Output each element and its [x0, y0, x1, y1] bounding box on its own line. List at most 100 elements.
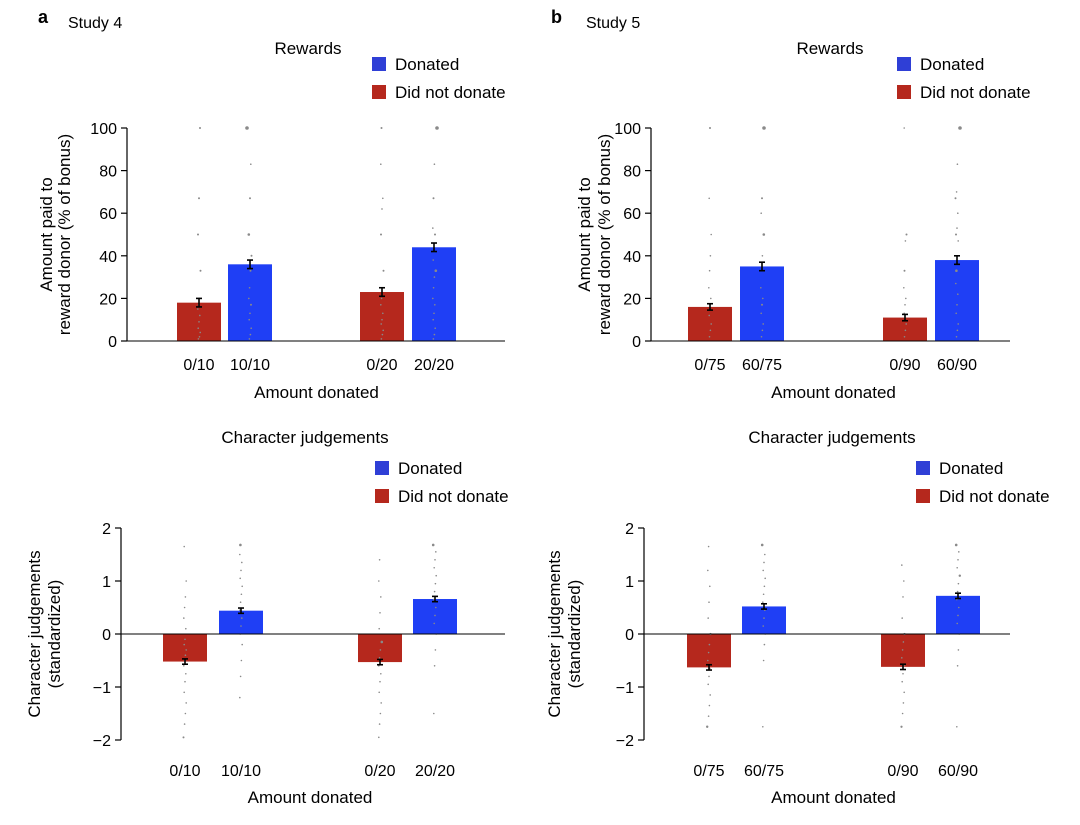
data-point: [199, 314, 201, 317]
data-point: [708, 704, 711, 707]
y-tick-label: −2: [93, 733, 111, 750]
x-tick-label: 0/75: [694, 357, 725, 374]
x-axis-label: Amount donated: [771, 383, 896, 402]
data-point: [435, 606, 437, 609]
chart-title-rewards-a: Rewards: [274, 39, 341, 58]
data-point: [250, 327, 252, 330]
data-point: [762, 323, 764, 325]
data-point: [183, 617, 185, 619]
data-point: [956, 665, 959, 667]
y-tick-label: 20: [623, 291, 641, 308]
data-point: [709, 585, 711, 588]
data-point: [433, 163, 436, 166]
data-point: [956, 163, 959, 166]
data-point: [434, 559, 436, 561]
y-axis-label: Character judgements: [25, 550, 44, 717]
data-point: [432, 297, 434, 300]
data-point: [435, 126, 439, 130]
y-tick-label: 2: [625, 521, 634, 538]
data-point: [431, 543, 435, 547]
data-point: [901, 657, 903, 659]
data-point: [903, 269, 906, 272]
y-axis-label: Amount paid to: [37, 177, 56, 291]
data-point: [955, 233, 957, 236]
data-point: [245, 126, 249, 130]
data-point: [707, 715, 710, 717]
x-tick-label: 10/10: [230, 357, 270, 374]
y-axis-label: reward donor (% of bonus): [595, 134, 614, 335]
data-point: [379, 680, 381, 683]
data-point: [434, 233, 436, 236]
data-point: [381, 208, 383, 210]
data-point: [434, 269, 438, 273]
data-point: [248, 318, 250, 321]
data-point: [381, 333, 384, 336]
data-point: [380, 297, 383, 300]
legend-character-a: Donated Did not donate: [375, 459, 509, 506]
data-point: [433, 333, 436, 336]
x-axis-label: Amount donated: [248, 788, 373, 807]
data-point: [185, 627, 187, 630]
data-point: [434, 303, 436, 306]
bar-20-20: [412, 247, 456, 341]
data-point: [761, 197, 763, 200]
data-point: [764, 577, 766, 580]
legend-swatch-donated: [375, 461, 389, 475]
x-tick-label: 60/90: [938, 763, 978, 780]
legend-label-did-not-donate: Did not donate: [398, 487, 509, 506]
data-point: [901, 712, 904, 715]
y-tick-label: 100: [614, 121, 641, 138]
data-point: [380, 127, 383, 129]
data-point: [378, 723, 381, 725]
data-point: [434, 649, 437, 651]
data-point: [433, 566, 436, 569]
data-point: [901, 680, 903, 683]
data-point: [432, 259, 435, 261]
data-point: [380, 303, 382, 306]
data-point: [764, 553, 766, 556]
data-point: [903, 286, 905, 289]
panel-letter-b: b: [551, 7, 562, 27]
data-point: [707, 683, 709, 686]
data-point: [433, 312, 435, 315]
data-point: [708, 269, 711, 272]
data-point: [706, 725, 709, 728]
data-point: [382, 312, 384, 315]
data-point: [901, 617, 903, 619]
data-point: [183, 545, 185, 548]
data-point: [248, 286, 251, 289]
data-point: [379, 712, 382, 715]
data-point: [239, 577, 241, 580]
legend-label-donated: Donated: [398, 459, 462, 478]
legend-label-donated: Donated: [939, 459, 1003, 478]
data-point: [957, 582, 960, 585]
data-point: [760, 335, 763, 338]
data-point: [379, 649, 382, 651]
data-point: [902, 596, 904, 598]
data-point: [250, 163, 252, 166]
y-tick-label: 60: [623, 206, 641, 223]
y-tick-label: 1: [102, 574, 111, 591]
data-point: [433, 712, 435, 715]
data-point: [378, 580, 380, 582]
study-label-a: Study 4: [68, 15, 122, 32]
data-point: [708, 335, 711, 338]
bar-60-90: [935, 260, 979, 341]
x-tick-label: 60/90: [937, 357, 977, 374]
data-point: [958, 606, 960, 609]
x-tick-label: 0/20: [366, 357, 397, 374]
y-tick-label: 20: [99, 291, 117, 308]
data-point: [958, 551, 960, 553]
y-tick-label: 0: [108, 334, 117, 351]
data-point: [184, 638, 186, 641]
data-point: [380, 163, 382, 166]
data-point: [903, 127, 905, 129]
data-point: [197, 308, 199, 310]
data-point: [760, 543, 764, 547]
data-point: [760, 312, 762, 315]
data-point: [956, 303, 958, 306]
data-point: [708, 643, 711, 646]
data-point: [903, 335, 906, 338]
data-point: [434, 582, 437, 585]
y-tick-label: 100: [90, 121, 117, 138]
